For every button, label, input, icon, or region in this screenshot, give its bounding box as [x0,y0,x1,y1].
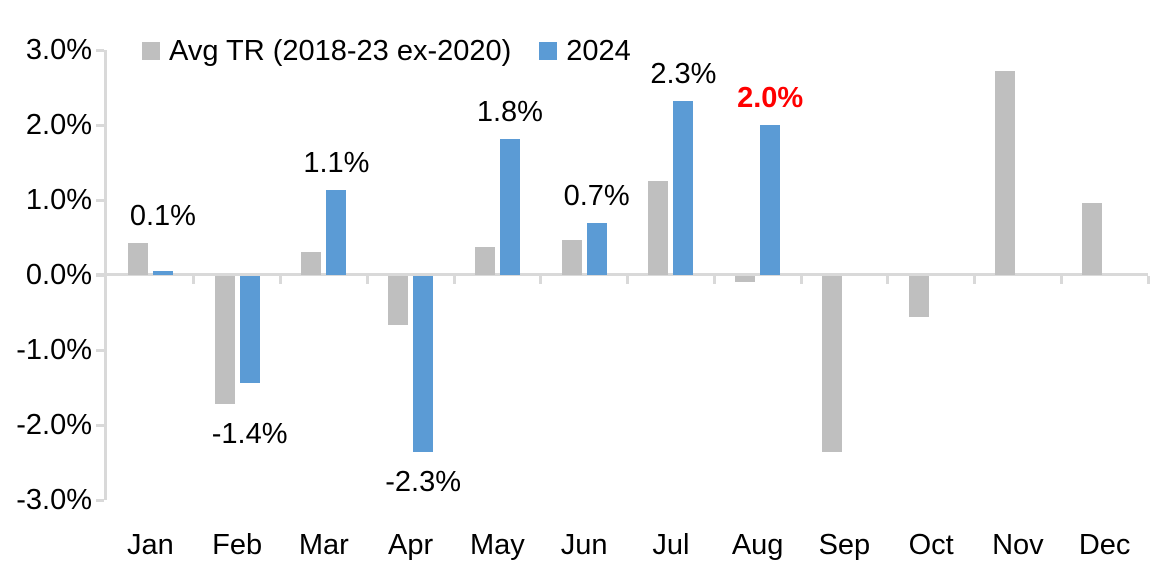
y-axis-tick-label: 1.0% [25,184,92,216]
x-axis-label-may: May [469,529,525,561]
bar-avg-mar [301,251,322,275]
y-axis-tick-label: 3.0% [25,34,92,66]
x-axis-tick [973,276,976,284]
y-axis-tick-label: 0.0% [25,259,92,291]
bar-2024-aug [760,125,781,275]
x-axis-tick [626,276,629,284]
data-label-may-2024: 1.8% [476,95,543,128]
legend-swatch-2024 [539,42,558,60]
y-axis-tick-label: 2.0% [25,109,92,141]
bar-2024-apr [413,276,434,453]
bar-avg-jul [648,181,669,275]
y-axis-tick [96,274,104,277]
legend-item-2024: 2024 [539,33,631,69]
y-axis-tick [96,124,104,127]
x-axis-tick [279,276,282,284]
bar-avg-jan [127,242,148,275]
bar-2024-mar [326,189,347,275]
x-axis-label-jan: Jan [126,529,174,561]
bar-2024-jul [673,101,694,275]
legend-item-avg-tr: Avg TR (2018-23 ex-2020) [142,33,511,69]
bar-2024-may [499,138,520,275]
y-axis-tick [96,199,104,202]
x-axis-tick [539,276,543,284]
y-axis-tick [96,49,104,52]
data-label-mar-2024: 1.1% [303,146,370,179]
x-axis-label-aug: Aug [731,529,784,561]
x-axis-tick [886,276,890,284]
x-axis-label-jun: Jun [560,529,608,561]
x-axis-label-mar: Mar [298,529,349,561]
legend-swatch-avg-tr [142,42,160,60]
y-axis-tick [96,424,104,427]
x-axis-label-feb: Feb [212,529,263,561]
x-axis-label-apr: Apr [388,529,434,561]
bar-avg-sep [821,276,842,453]
x-axis-label-nov: Nov [992,529,1044,561]
x-axis-tick [365,276,369,284]
x-axis-tick [1146,276,1150,284]
bar-avg-may [474,247,495,275]
data-label-apr-2024: -2.3% [385,466,462,499]
bar-2024-feb [239,276,260,384]
x-axis-tick [712,276,716,284]
bar-2024-jun [586,223,607,275]
bar-2024-jan [152,271,173,275]
y-axis-tick-label: -1.0% [16,334,92,366]
chart-legend: Avg TR (2018-23 ex-2020) 2024 [142,33,631,69]
bar-avg-aug [735,276,756,282]
x-axis-zero-line [96,273,1148,276]
x-axis-tick [799,276,803,284]
legend-label-avg-tr: Avg TR (2018-23 ex-2020) [169,35,512,67]
data-label-jun-2024: 0.7% [563,180,630,213]
legend-label-2024: 2024 [566,35,631,67]
y-axis-tick [96,499,104,502]
bar-avg-jun [561,239,582,275]
bar-avg-nov [995,71,1016,275]
data-label-aug-2024: 2.0% [737,82,804,114]
x-axis-label-dec: Dec [1078,529,1131,561]
y-axis-tick-label: -2.0% [16,409,92,441]
bar-avg-oct [908,276,929,318]
x-axis-tick [1059,276,1063,284]
bar-avg-dec [1082,203,1103,275]
bar-avg-apr [388,276,409,325]
y-axis-tick-label: -3.0% [16,484,92,516]
data-label-feb-2024: -1.4% [211,417,288,450]
bar-avg-feb [214,276,235,404]
data-label-jan-2024: 0.1% [129,199,196,232]
x-axis-label-sep: Sep [818,529,871,561]
y-axis-tick [96,349,104,352]
x-axis-tick [192,276,196,284]
x-axis-label-jul: Jul [652,529,690,561]
x-axis-label-oct: Oct [908,529,954,561]
data-label-jul-2024: 2.3% [650,58,717,90]
x-axis-tick [452,276,456,284]
